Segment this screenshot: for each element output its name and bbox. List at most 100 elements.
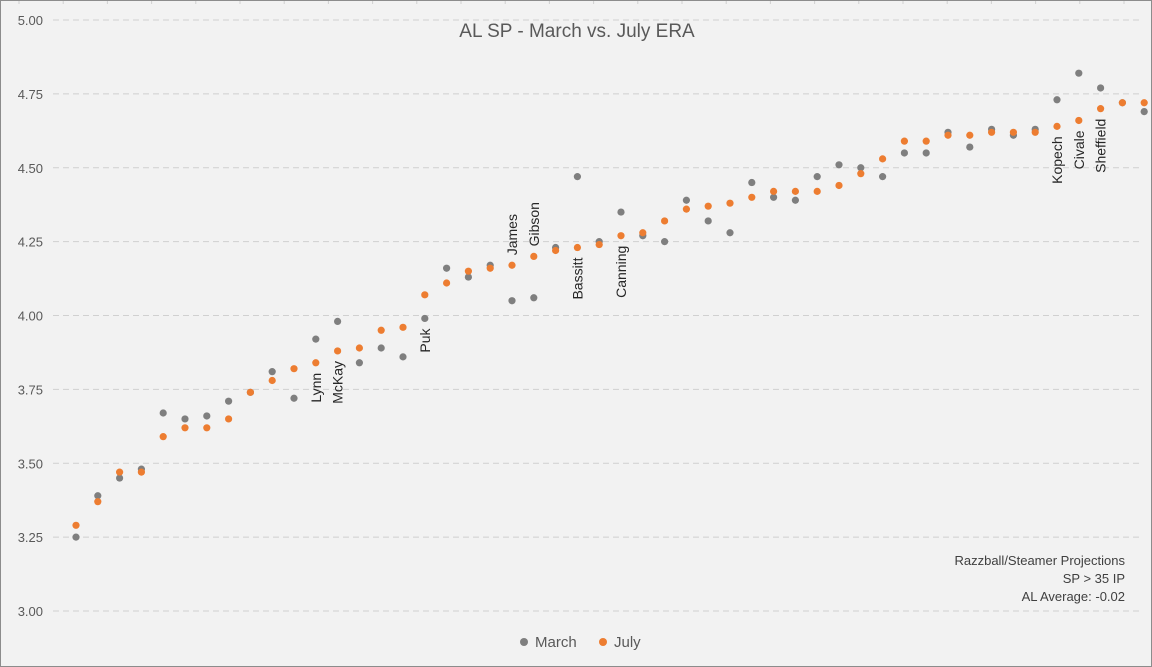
july-point <box>813 187 821 195</box>
march-point <box>770 193 778 201</box>
march-point <box>290 394 298 402</box>
july-point <box>116 468 124 476</box>
july-point <box>573 243 582 252</box>
chart-title: AL SP - March vs. July ERA <box>459 21 695 42</box>
july-point <box>1031 128 1039 136</box>
chart-notes: Razzball/Steamer Projections SP > 35 IP AL… <box>954 553 1125 604</box>
y-tick-label: 5.00 <box>18 13 43 28</box>
march-point <box>268 368 276 376</box>
july-point <box>944 131 952 139</box>
point-label-gibson: Gibson <box>526 202 542 246</box>
march-point <box>835 161 843 169</box>
march-point <box>464 273 472 281</box>
march-point <box>116 474 124 482</box>
series-march <box>72 69 1148 541</box>
march-point <box>1053 96 1061 104</box>
july-point <box>377 326 385 334</box>
july-point <box>355 344 363 352</box>
july-point <box>268 376 276 385</box>
chart-note: SP > 35 IP <box>1063 571 1125 586</box>
march-point <box>399 353 407 361</box>
y-tick-label: 4.25 <box>18 235 43 250</box>
july-point <box>530 252 538 260</box>
july-point <box>639 229 647 237</box>
march-point <box>203 412 211 420</box>
march-point <box>225 397 233 405</box>
march-point <box>726 229 734 237</box>
y-tick-label: 3.00 <box>18 604 43 619</box>
july-point <box>595 240 603 249</box>
point-label-sheffield: Sheffield <box>1093 119 1109 173</box>
march-point <box>900 149 909 157</box>
series-points <box>72 69 1148 541</box>
gridlines <box>18 1 1141 612</box>
july-point <box>508 261 516 269</box>
july-point <box>791 187 800 195</box>
point-label-puk: Puk <box>417 327 433 352</box>
march-point <box>1097 84 1105 92</box>
july-point <box>552 246 560 255</box>
y-tick-label: 4.50 <box>18 161 43 176</box>
series-july <box>72 99 1148 529</box>
chart-note: AL Average: -0.02 <box>1022 589 1125 604</box>
july-point <box>1075 116 1083 125</box>
july-point <box>464 267 472 275</box>
march-point <box>1140 108 1148 116</box>
y-tick-label: 3.25 <box>18 530 43 545</box>
legend-marker <box>599 638 607 646</box>
march-point <box>334 317 342 326</box>
july-point <box>682 205 691 213</box>
july-point <box>835 181 843 190</box>
legend-label: March <box>535 634 577 651</box>
march-point <box>573 173 582 181</box>
july-point <box>988 128 996 136</box>
legend-label: July <box>614 634 641 651</box>
point-label-mckay: McKay <box>330 361 346 404</box>
july-point <box>900 137 909 145</box>
march-point <box>704 217 712 225</box>
july-point <box>726 199 734 207</box>
july-point <box>312 359 320 367</box>
july-point <box>1097 105 1105 113</box>
march-point <box>1075 69 1083 77</box>
point-label-james: James <box>504 214 520 255</box>
july-point <box>290 365 298 373</box>
march-point <box>508 297 516 305</box>
y-tick-label: 4.75 <box>18 87 43 102</box>
march-point <box>661 238 669 246</box>
march-point <box>181 415 189 423</box>
july-point <box>203 424 211 432</box>
march-point <box>879 173 887 181</box>
july-point <box>748 193 756 201</box>
march-point <box>791 196 800 204</box>
july-point <box>225 415 233 423</box>
march-point <box>530 294 538 302</box>
y-tick-label: 3.75 <box>18 382 43 397</box>
july-point <box>486 264 494 272</box>
legend-item-march: March <box>520 634 577 651</box>
point-label-canning: Canning <box>613 246 629 298</box>
march-point <box>857 164 865 172</box>
march-point <box>922 149 930 157</box>
july-point <box>94 498 102 506</box>
march-point <box>966 143 974 151</box>
july-point <box>1140 99 1148 107</box>
legend-marker <box>520 638 528 646</box>
march-point <box>443 264 451 272</box>
july-point <box>443 279 451 287</box>
y-axis-tick-labels: 3.00 3.25 3.50 3.75 4.00 4.25 4.50 4.75 5.00 <box>18 13 43 619</box>
july-point <box>661 217 669 225</box>
july-point <box>1009 128 1018 136</box>
july-point <box>857 170 865 178</box>
point-labels: Lynn McKay Puk James Gibson Bassitt Canning Kop… <box>308 119 1109 404</box>
july-point <box>704 202 712 210</box>
chart-note: Razzball/Steamer Projections <box>954 553 1125 568</box>
y-tick-label: 4.00 <box>18 309 43 324</box>
march-point <box>312 335 320 343</box>
july-point <box>159 433 167 441</box>
point-label-bassitt: Bassitt <box>569 257 585 299</box>
july-point <box>1118 99 1126 107</box>
march-point <box>682 196 691 204</box>
